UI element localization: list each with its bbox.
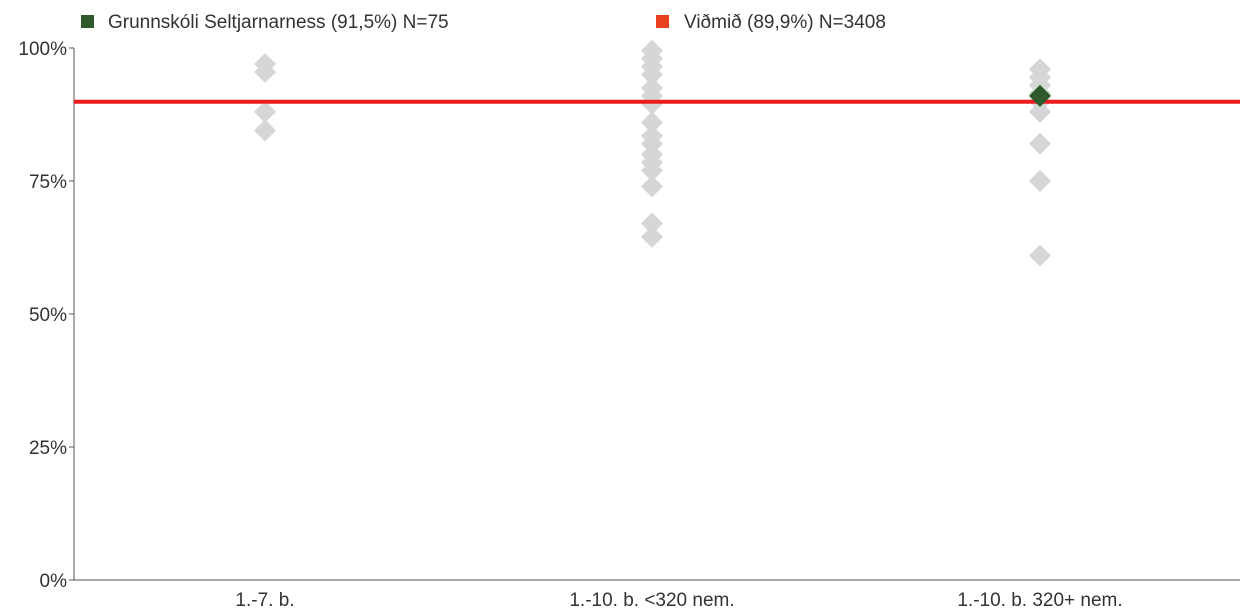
x-tick-label: 1.-10. b. 320+ nem.	[957, 590, 1122, 611]
comparison-point	[641, 159, 663, 182]
comparison-point	[254, 119, 276, 142]
legend-swatch-school	[81, 15, 94, 28]
legend-label-benchmark: Viðmið (89,9%) N=3408	[684, 12, 886, 33]
y-tick-label: 0%	[40, 571, 68, 592]
comparison-point	[254, 60, 276, 83]
x-tick-label: 1.-7. b.	[235, 590, 294, 611]
comparison-point	[254, 100, 276, 123]
y-tick-label: 75%	[29, 172, 67, 193]
comparison-point	[1029, 100, 1051, 123]
school-point	[1029, 84, 1051, 107]
comparison-point	[641, 175, 663, 198]
legend-label-school: Grunnskóli Seltjarnarness (91,5%) N=75	[108, 12, 449, 33]
plot-area: 0% 25% 50% 75% 100% 1.-7. b. 1.-10. b. <320 ne…	[18, 39, 1240, 611]
comparison-point	[641, 111, 663, 134]
legend-swatch-benchmark	[656, 15, 669, 28]
comparison-point	[1029, 244, 1051, 267]
comparison-point	[641, 225, 663, 248]
y-tick-label: 25%	[29, 438, 67, 459]
x-tick-label: 1.-10. b. <320 nem.	[569, 590, 734, 611]
comparison-point	[1029, 132, 1051, 155]
comparison-point	[641, 63, 663, 86]
comparison-point	[641, 92, 663, 115]
y-tick-label: 100%	[18, 39, 67, 60]
comparison-point	[641, 212, 663, 235]
y-tick-label: 50%	[29, 305, 67, 326]
legend: Grunnskóli Seltjarnarness (91,5%) N=75 V…	[81, 12, 886, 33]
comparison-point	[1029, 170, 1051, 192]
